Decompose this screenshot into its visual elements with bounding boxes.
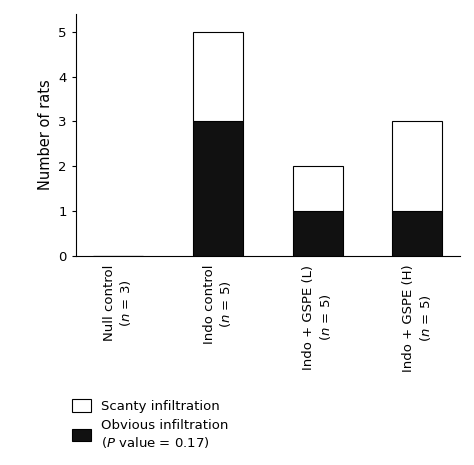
Y-axis label: Number of rats: Number of rats [38, 80, 53, 190]
Bar [392, 211, 442, 256]
Bar [193, 121, 243, 256]
Bar [193, 32, 243, 121]
Bar [293, 211, 343, 256]
Bar [293, 166, 343, 211]
Bar [392, 121, 442, 211]
Legend: Scanty infiltration, Obvious infiltration
($P$ value = 0.17): Scanty infiltration, Obvious infiltratio… [68, 395, 233, 454]
